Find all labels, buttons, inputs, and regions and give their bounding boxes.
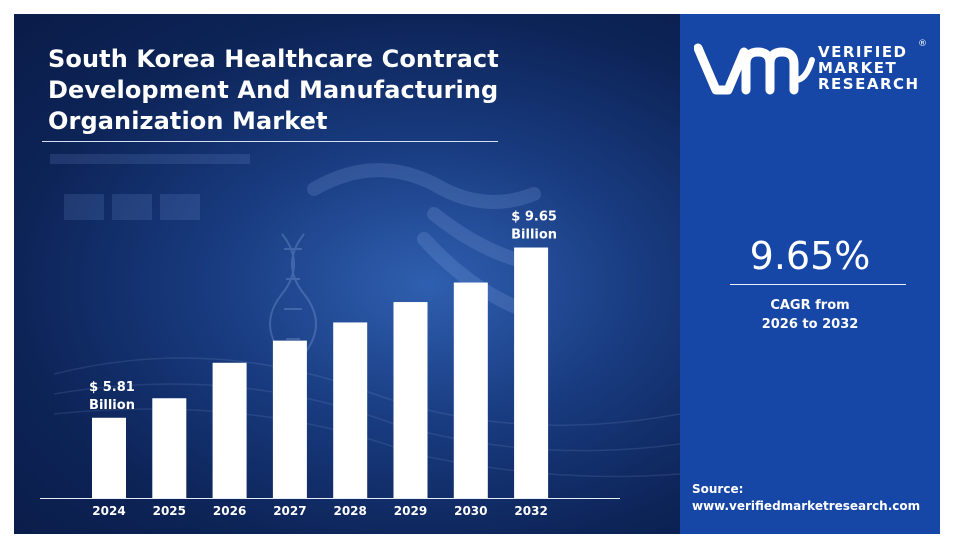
infographic-frame: South Korea Healthcare Contract Developm… <box>14 14 940 534</box>
bar-chart: 2024 2025 2026 2027 2028 2029 2030 2032 $ 5.81 Bi… <box>40 210 620 518</box>
registered-mark: ® <box>918 39 927 49</box>
x-tick-label-2028: 2028 <box>333 504 366 518</box>
x-tick-label-2024: 2024 <box>92 504 125 518</box>
x-tick-label-2029: 2029 <box>394 504 427 518</box>
chart-title: South Korea Healthcare Contract Developm… <box>48 44 568 137</box>
title-line-3: Organization Market <box>48 107 328 135</box>
logo-line-1: VERIFIED <box>818 43 908 61</box>
x-tick-label-2032: 2032 <box>514 504 547 518</box>
bar-2026 <box>212 362 247 498</box>
logo-line-2: MARKET <box>818 59 898 77</box>
x-tick-label-2026: 2026 <box>213 504 246 518</box>
title-underline <box>42 141 498 142</box>
bar-2024 <box>92 417 126 498</box>
cagr-label: CAGR from 2026 to 2032 <box>680 296 940 334</box>
chart-panel: South Korea Healthcare Contract Developm… <box>14 14 680 534</box>
cagr-label-line-1: CAGR from <box>770 298 850 313</box>
x-tick-label-2025: 2025 <box>153 504 186 518</box>
bar-2028 <box>333 322 368 498</box>
cagr-value: 9.65% <box>749 234 871 278</box>
logo-wordmark: VERIFIED MARKET RESEARCH <box>818 44 920 92</box>
summary-panel: VERIFIED MARKET RESEARCH ® 9.65% CAGR fr… <box>680 14 940 534</box>
logo-line-3: RESEARCH <box>818 75 920 93</box>
bar-2030 <box>453 282 488 498</box>
bar-2027 <box>272 340 307 498</box>
source-url[interactable]: www.verifiedmarketresearch.com <box>692 499 921 513</box>
bar-2032 <box>514 247 549 498</box>
source-note: Source: www.verifiedmarketresearch.com <box>692 481 940 515</box>
cagr-divider <box>730 284 906 285</box>
title-line-1: South Korea Healthcare Contract <box>48 45 499 73</box>
verified-market-research-logo-icon <box>694 43 815 95</box>
title-line-2: Development And Manufacturing <box>48 76 499 104</box>
bar-2025 <box>152 398 187 498</box>
bar-2029 <box>393 302 428 498</box>
cagr-label-line-2: 2026 to 2032 <box>761 317 859 332</box>
x-tick-label-2030: 2030 <box>454 504 487 518</box>
data-label-2032-line-1: $ 9.65 <box>511 210 557 225</box>
data-label-2024-line-2: Billion <box>89 398 135 413</box>
source-label: Source: <box>692 482 744 496</box>
x-tick-label-2027: 2027 <box>273 504 306 518</box>
data-label-2024-line-1: $ 5.81 <box>89 380 135 395</box>
data-label-2032-line-2: Billion <box>511 228 557 243</box>
